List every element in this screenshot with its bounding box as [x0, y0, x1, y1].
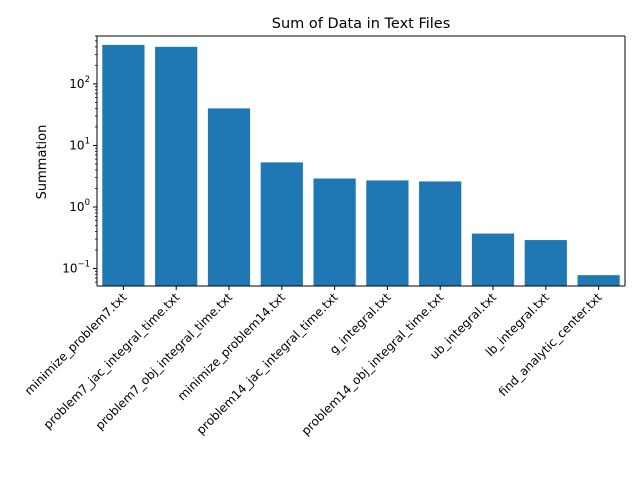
bar [577, 275, 620, 286]
x-tick-label: minimize_problem7.txt [22, 290, 130, 398]
y-tick-label: 100 [69, 198, 90, 214]
axes-frame [96, 35, 626, 287]
y-axis-label: Summation [35, 125, 50, 200]
bar [471, 233, 515, 286]
x-tick-label: minimize_problem14.txt [175, 290, 288, 403]
bar [207, 108, 251, 286]
y-ticks: 10−1 100 101 102 [62, 75, 97, 276]
bars-group [102, 44, 620, 286]
y-tick-label: 10−1 [62, 260, 90, 276]
bar [524, 240, 567, 286]
bar [366, 180, 409, 286]
bar [419, 181, 462, 286]
bar [260, 162, 303, 286]
x-ticks: minimize_problem7.txtproblem7_jac_integr… [22, 286, 605, 438]
bar [155, 46, 198, 286]
x-tick-label: find_analytic_center.txt [496, 290, 605, 399]
y-tick-label: 102 [69, 75, 90, 91]
y-tick-label: 101 [69, 136, 90, 152]
bar [313, 178, 356, 286]
bar [102, 44, 145, 286]
chart-title: Sum of Data in Text Files [272, 16, 451, 32]
